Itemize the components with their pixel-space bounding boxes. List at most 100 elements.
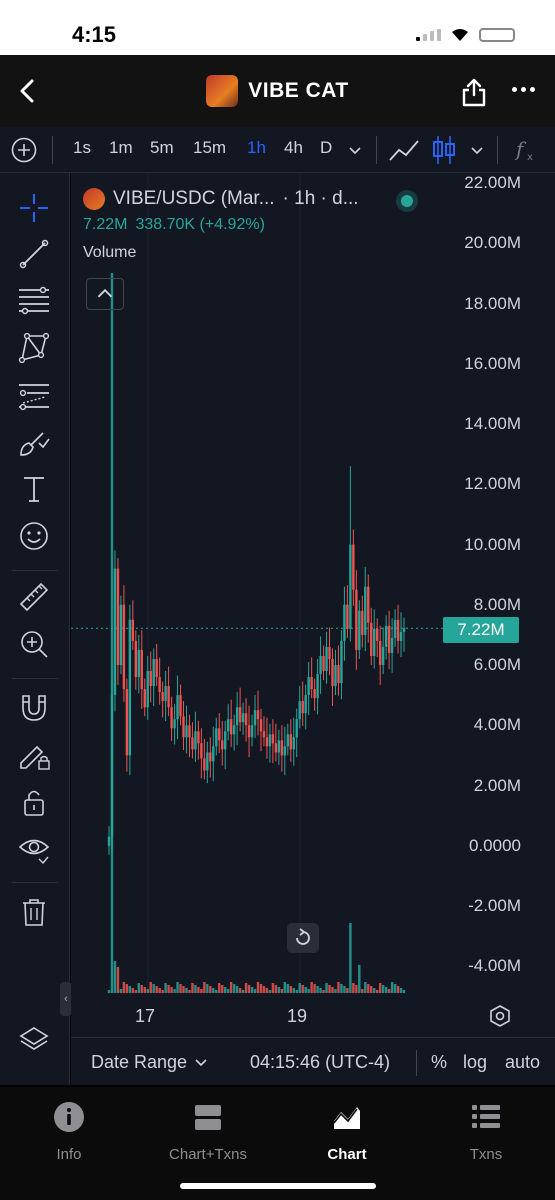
layers-icon[interactable] [17,1024,51,1058]
volume-bar [402,990,406,993]
reset-chart-button[interactable] [287,923,319,953]
zoom-in-icon[interactable] [17,627,51,661]
candle-body [277,740,281,753]
volume-bar [253,989,257,993]
eye-icon[interactable] [17,831,51,865]
auto-scale-toggle[interactable]: auto [505,1052,541,1072]
percent-scale-toggle[interactable]: % [431,1052,448,1072]
interval-chevron-down-icon[interactable] [348,143,362,157]
crosshair-icon[interactable] [17,191,51,225]
candle-body [307,677,310,696]
ruler-icon[interactable] [17,580,51,614]
volume-bar [128,986,132,993]
volume-bar [376,990,379,993]
volume-bar [381,985,385,993]
interval-15m[interactable]: 15m [193,138,227,157]
tab-chart-txns[interactable]: Chart+Txns [148,1101,268,1163]
volume-bar [396,986,400,993]
volume-bar [209,986,212,993]
candle-body [289,734,292,750]
candle-body [280,740,284,756]
symbol-logo [83,188,105,210]
legend-symbol[interactable]: VIBE/USDC (Mar... [113,188,275,209]
volume-bar [292,988,295,993]
pattern-tool-icon[interactable] [17,331,51,365]
candle-body [340,640,343,684]
volume-bar [122,982,126,993]
indicators-fx-icon[interactable]: f x [513,136,539,164]
trend-line-icon[interactable] [17,237,51,271]
candle-body [122,604,126,690]
brush-icon[interactable] [17,425,51,459]
chart-pane[interactable]: VIBE/USDC (Mar... · 1h · d... 7.22M 338.… [71,173,555,1085]
interval-1s[interactable]: 1s [73,138,91,157]
volume-bar [140,985,143,993]
candle-body [367,586,370,623]
candle-body [191,737,194,750]
magnet-icon[interactable] [17,690,51,724]
legend-change: 338.70K (+4.92%) [135,216,265,233]
emoji-icon[interactable] [17,519,51,553]
legend-price: 7.22M [83,216,128,233]
candle-body [256,710,260,720]
bottom-divider [416,1050,417,1076]
tab-chart[interactable]: Chart [287,1101,407,1163]
tab-txns[interactable]: Txns [426,1101,546,1163]
date-range-button[interactable]: Date Range [91,1052,188,1072]
date-range-chevron-down-icon[interactable] [195,1057,207,1067]
volume-bar [331,987,334,993]
tab-info-label: Info [56,1146,82,1163]
volume-bar [384,987,388,993]
volume-bar [355,985,358,993]
candle-body [274,743,278,753]
collapse-legend-button[interactable] [86,278,124,310]
text-tool-icon[interactable] [17,472,51,506]
price-axis-label: -2.00M [468,896,521,915]
lock-drawings-icon[interactable] [17,737,51,771]
tab-txns-label: Txns [469,1146,503,1163]
candle-body [113,568,117,696]
forecasting-tool-icon[interactable] [17,379,51,413]
volume-bar [367,984,370,993]
candle-body [185,725,188,738]
back-button[interactable] [14,77,42,105]
interval-d[interactable]: D [320,138,333,157]
interval-1m[interactable]: 1m [109,138,133,157]
trash-icon[interactable] [17,895,51,929]
chart-settings-icon[interactable] [488,1004,512,1028]
chart-type-chevron-down-icon[interactable] [470,143,484,157]
candles-chart-icon[interactable] [431,134,457,166]
volume-bar [119,989,123,993]
log-scale-toggle[interactable]: log [463,1052,488,1072]
more-options-button[interactable] [512,87,535,92]
tab-info[interactable]: Info [9,1101,129,1163]
price-chart[interactable] [71,173,555,1085]
price-axis-label: 20.00M [464,233,521,253]
candle-body [179,695,182,717]
volume-bar [152,984,155,993]
volume-bar [274,985,278,993]
interval-5m[interactable]: 5m [150,138,174,157]
unlock-icon[interactable] [17,785,51,819]
price-axis-label: 0.0000 [469,835,521,855]
volume-bar [349,923,352,993]
interval-4h[interactable]: 4h [284,138,303,157]
candle-body [271,734,275,744]
interval-1h[interactable]: 1h [247,138,266,157]
candle-body [283,746,287,756]
add-symbol-button[interactable] [11,137,37,163]
collapse-toolbar-button[interactable]: ‹ [60,982,72,1016]
app-header: VIBE CAT [0,55,555,127]
share-button[interactable] [460,77,488,107]
line-chart-icon[interactable] [388,136,420,164]
price-axis-label: 18.00M [464,293,521,313]
volume-bar [289,986,292,993]
candle-body [128,619,132,756]
price-axis-label: 14.00M [464,414,521,433]
cellular-signal-icon [416,29,441,41]
time-axis-label: 17 [135,1006,156,1026]
volume-bar [328,985,331,993]
fib-retracement-icon[interactable] [17,284,51,318]
clock-timezone[interactable]: 04:15:46 (UTC-4) [250,1052,391,1072]
candle-body [194,731,197,750]
